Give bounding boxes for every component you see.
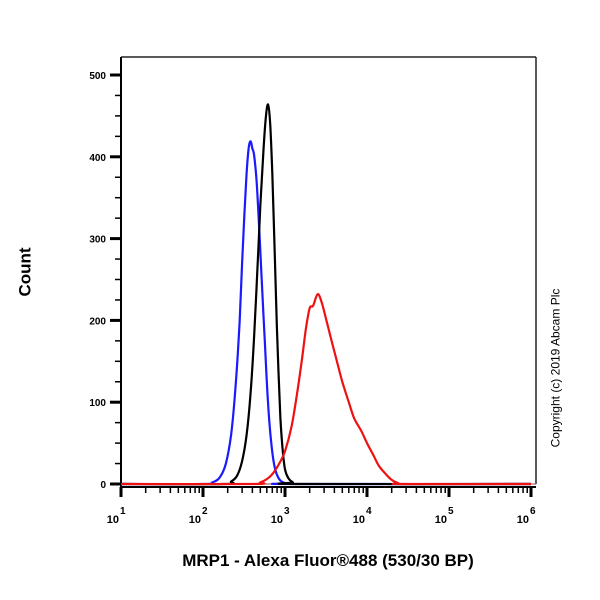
y-axis-label-container: Count — [8, 232, 44, 312]
histogram-series-red — [120, 293, 532, 486]
histogram-series-blue — [120, 140, 532, 486]
y-axis: 0 100 200 300 400 500 — [89, 57, 122, 496]
x-tick-label-exponent: 3 — [284, 506, 290, 517]
y-tick-label: 300 — [89, 235, 106, 246]
plot-frame — [121, 56, 537, 484]
x-tick-label-base: 10 — [435, 514, 447, 526]
copyright-container: Copyright (c) 2019 Abcam Plc — [545, 240, 565, 496]
x-tick-label-base: 10 — [353, 514, 365, 526]
x-axis-label: MRP1 - Alexa Fluor®488 (530/30 BP) — [182, 551, 474, 570]
x-tick-label-exponent: 2 — [202, 506, 208, 517]
histogram-series-black — [120, 103, 532, 486]
x-tick-label-exponent: 5 — [448, 506, 454, 517]
x-tick-label-base: 10 — [107, 514, 119, 526]
copyright-notice: Copyright (c) 2019 Abcam Plc — [548, 288, 562, 448]
x-tick-label-exponent: 4 — [366, 506, 372, 517]
x-tick-label-exponent: 6 — [530, 506, 536, 517]
y-tick-label: 500 — [89, 71, 106, 82]
x-tick-label-exponent: 1 — [120, 506, 126, 517]
y-tick-label: 0 — [100, 480, 106, 491]
y-axis-label: Count — [16, 247, 35, 297]
x-tick-label-base: 10 — [189, 514, 201, 526]
x-tick-label-base: 10 — [517, 514, 529, 526]
y-tick-label: 400 — [89, 153, 106, 164]
y-tick-label: 100 — [89, 398, 106, 409]
y-tick-label: 200 — [89, 316, 106, 327]
histogram-curves — [120, 103, 532, 486]
x-tick-label-base: 10 — [271, 514, 283, 526]
